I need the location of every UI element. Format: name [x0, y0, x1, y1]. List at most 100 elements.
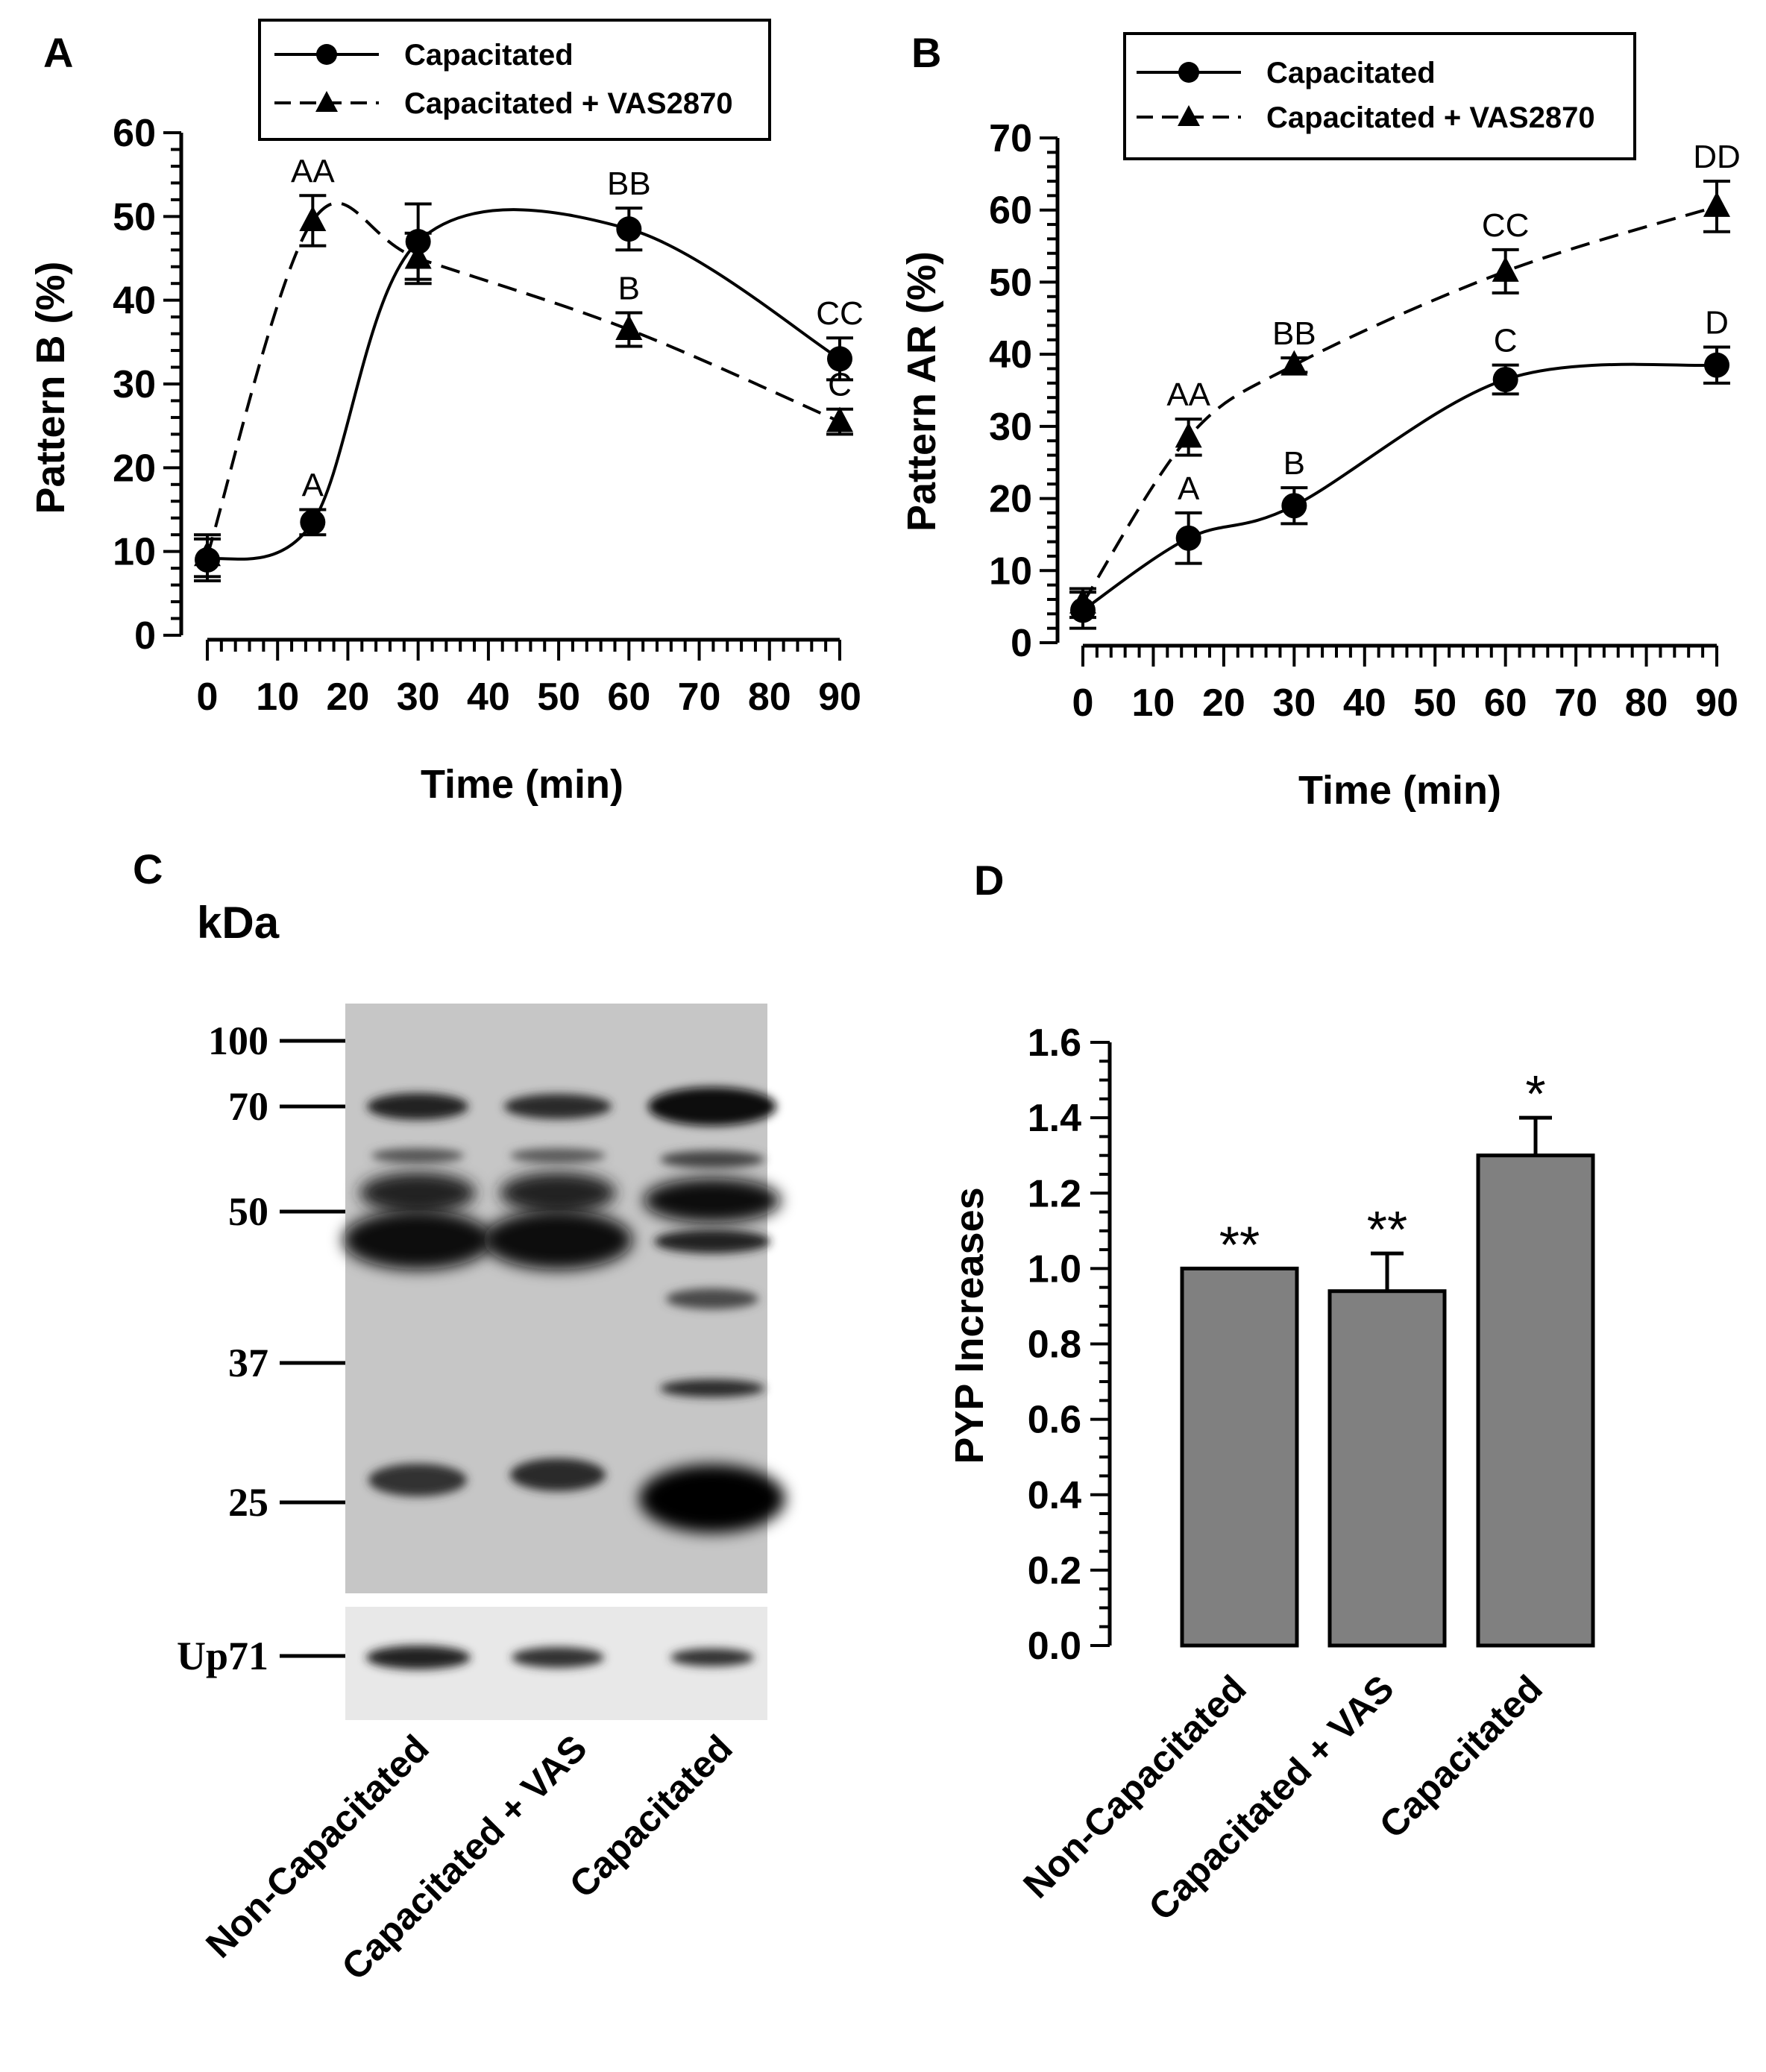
band-lane2-52: [500, 1172, 616, 1214]
y-tick-label-a: 40: [113, 280, 156, 323]
data-point-triangle-a: [404, 243, 432, 269]
x-tick-label-a: 40: [467, 676, 510, 719]
band-lane3-34: [660, 1379, 764, 1397]
data-point-triangle-b: [1492, 256, 1519, 282]
legend-b-circle-marker: [1178, 62, 1199, 83]
data-point-circle-a: [300, 509, 326, 535]
data-point-circle-b: [1281, 493, 1307, 519]
panel-letter-d: D: [974, 857, 1004, 904]
x-tick-label-a: 20: [327, 676, 370, 719]
x-tick-label-b: 40: [1343, 681, 1386, 725]
blot-bands: [343, 1087, 785, 1669]
y-tick-label-d: 1.4: [1028, 1097, 1081, 1140]
marker-label-70: 70: [228, 1084, 268, 1129]
y-tick-label-b: 60: [989, 189, 1032, 233]
y-tick-label-a: 30: [113, 363, 156, 406]
bar-1: [1180, 1266, 1299, 1648]
significance-star-d: **: [1219, 1215, 1260, 1273]
significance-label-b: BB: [1272, 315, 1316, 352]
marker-label-50: 50: [228, 1189, 268, 1234]
band-lane1-52: [359, 1172, 476, 1214]
band-lane2-60: [510, 1148, 606, 1163]
data-point-circle-a: [827, 346, 852, 372]
x-axis-title-a: Time (min): [421, 762, 623, 807]
y-tick-label-a: 10: [113, 531, 156, 574]
legend-a-circle-marker: [316, 44, 337, 65]
x-tick-label-a: 50: [537, 676, 580, 719]
significance-label-b: AA: [1166, 377, 1210, 413]
data-point-triangle-a: [299, 205, 327, 231]
y-tick-label-b: 20: [989, 478, 1032, 521]
y-tick-label-a: 20: [113, 447, 156, 490]
significance-label-a: C: [828, 367, 852, 403]
x-tick-label-b: 20: [1202, 681, 1245, 725]
significance-label-b: C: [1494, 323, 1518, 359]
y-axis-title-b: Pattern AR (%): [899, 251, 944, 532]
series-line-b-2: [1081, 204, 1718, 604]
legend-a-box: [258, 19, 771, 141]
marker-label-25: 25: [228, 1480, 268, 1525]
x-tick-label-a: 90: [818, 676, 861, 719]
significance-label-a: BB: [607, 166, 651, 202]
band-lane1-60: [371, 1148, 464, 1163]
data-point-circle-b: [1175, 525, 1201, 551]
y-tick-label-b: 70: [989, 117, 1032, 160]
y-tick-label-a: 60: [113, 112, 156, 155]
bar-2: [1327, 1289, 1447, 1648]
panel-letter-a: A: [43, 29, 73, 76]
significance-label-a: A: [302, 467, 324, 504]
significance-star-d: **: [1367, 1200, 1407, 1259]
y-tick-label-d: 0.8: [1028, 1323, 1081, 1367]
y-tick-label-b: 10: [989, 550, 1032, 593]
marker-label-37: 37: [228, 1341, 268, 1385]
band-lane2-47: [483, 1210, 632, 1270]
data-point-triangle-a: [615, 314, 643, 340]
band-lane3-60: [660, 1150, 764, 1168]
y-tick-label-b: 30: [989, 406, 1032, 449]
band-lane1-70: [367, 1093, 468, 1120]
legend-b: Capacitated Capacitated + VAS2870: [1123, 32, 1636, 160]
data-point-circle-b: [1492, 366, 1518, 392]
band-lane2-up71: [512, 1647, 604, 1668]
y-tick-label-b: 0: [1011, 622, 1032, 665]
x-tick-label-a: 70: [678, 676, 721, 719]
x-tick-label-a: 80: [748, 676, 791, 719]
legend-b-entry-1: Capacitated: [1266, 57, 1436, 89]
legend-b-triangle-marker: [1178, 105, 1200, 126]
marker-label-100: 100: [208, 1018, 268, 1063]
blot-panel-c: kDa: [177, 898, 785, 1988]
band-lane1-47: [343, 1210, 492, 1270]
legend-b-entry-2: Capacitated + VAS2870: [1266, 101, 1595, 134]
band-lane1-up71: [366, 1646, 471, 1669]
legend-a-entry-2: Capacitated + VAS2870: [404, 87, 733, 120]
x-axis-title-b: Time (min): [1298, 768, 1501, 813]
band-lane2-70: [504, 1094, 612, 1119]
x-tick-label-a: 10: [256, 676, 299, 719]
significance-label-b: B: [1283, 445, 1305, 482]
y-tick-label-d: 1.2: [1028, 1172, 1081, 1215]
significance-label-b: CC: [1482, 207, 1530, 244]
blot-marker-lines: [280, 1039, 345, 1658]
x-tick-label-b: 30: [1272, 681, 1316, 725]
blot-lane-labels: Non-Capacitated Capacitated + VAS Capaci…: [198, 1727, 741, 1988]
y-tick-label-d: 0.4: [1028, 1474, 1081, 1517]
y-axis-title-a: Pattern B (%): [28, 261, 73, 514]
significance-label-b: D: [1705, 304, 1729, 341]
data-point-triangle-b: [1069, 588, 1096, 614]
x-tick-label-b: 0: [1072, 681, 1094, 725]
band-lane3-70: [648, 1087, 776, 1126]
y-tick-label-d: 0.6: [1028, 1399, 1081, 1442]
significance-label-b: DD: [1693, 139, 1741, 175]
significance-label-b: A: [1178, 470, 1200, 507]
significance-star-d: *: [1525, 1065, 1545, 1123]
y-tick-label-a: 50: [113, 195, 156, 239]
y-tick-label-b: 40: [989, 333, 1032, 377]
x-tick-label-b: 50: [1413, 681, 1457, 725]
x-tick-label-b: 60: [1484, 681, 1527, 725]
x-tick-label-a: 0: [197, 676, 219, 719]
panel-letter-c: C: [133, 846, 163, 892]
x-tick-label-a: 30: [397, 676, 440, 719]
data-point-circle-b: [1704, 352, 1729, 378]
chart-panel-a: Capacitated Capacitated + VAS2870 Patter…: [28, 19, 864, 807]
